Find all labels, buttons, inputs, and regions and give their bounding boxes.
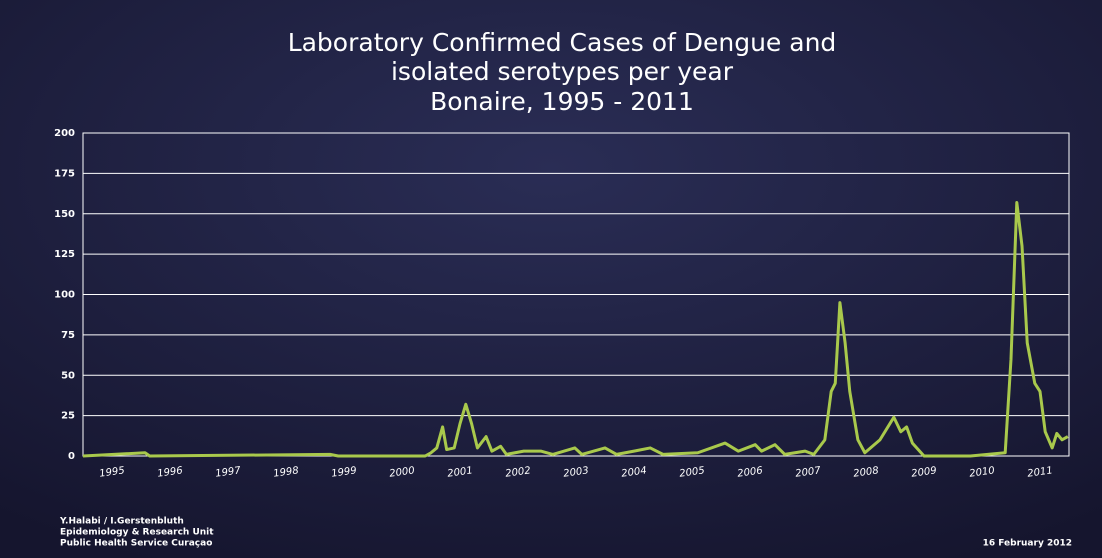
x-tick-label: 2009	[911, 465, 938, 479]
chart-title: Bonaire, 1995 - 2011	[430, 87, 694, 116]
y-tick-label: 50	[61, 370, 75, 381]
x-tick-label: 1998	[273, 465, 300, 479]
date: 16 February 2012	[983, 539, 1072, 549]
x-tick-label: 1995	[99, 465, 126, 479]
x-tick-label: 1996	[157, 465, 184, 479]
plot-border	[82, 132, 1070, 457]
x-tick-label: 2010	[969, 465, 996, 479]
y-tick-label: 25	[61, 411, 75, 422]
x-tick-label: 2011	[1027, 465, 1054, 479]
y-tick-label: 75	[61, 330, 75, 341]
y-tick-label: 125	[54, 249, 75, 260]
x-tick-label: 2003	[563, 465, 590, 479]
x-tick-label: 2004	[621, 465, 648, 479]
x-tick-label: 2007	[795, 465, 822, 480]
x-tick-label: 2006	[737, 465, 764, 479]
x-tick-label: 2000	[389, 465, 416, 479]
y-tick-label: 175	[54, 168, 75, 179]
x-tick-label: 2002	[505, 465, 532, 479]
y-tick-label: 100	[54, 290, 75, 301]
footer: Y.Halabi / I.Gerstenbluth	[59, 517, 184, 527]
y-tick-label: 200	[54, 128, 75, 139]
footer: Epidemiology & Research Unit	[60, 528, 214, 538]
x-tick-label: 2008	[853, 465, 880, 479]
x-tick-label: 2001	[447, 465, 474, 479]
x-tick-label: 2005	[679, 465, 706, 479]
chart-title: Laboratory Confirmed Cases of Dengue and	[288, 28, 837, 57]
y-tick-label: 150	[54, 209, 75, 220]
footer: Public Health Service Curaçao	[60, 539, 212, 549]
data-line	[82, 200, 1069, 458]
x-tick-label: 1997	[215, 465, 242, 480]
x-tick-label: 1999	[331, 465, 358, 479]
y-tick-label: 0	[68, 451, 75, 462]
chart-title: isolated serotypes per year	[391, 57, 734, 86]
